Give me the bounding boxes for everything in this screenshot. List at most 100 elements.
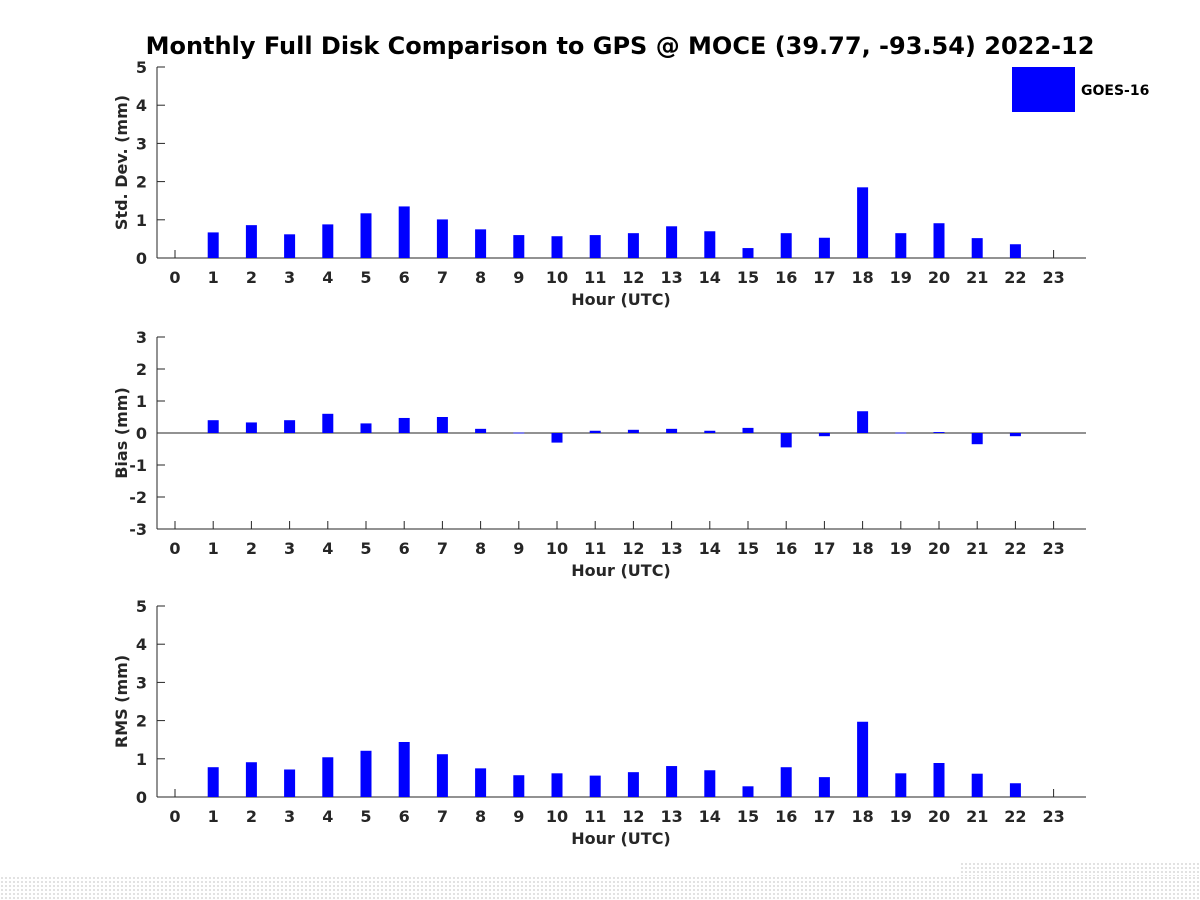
bar-hour-9 <box>513 235 525 258</box>
bar-hour-11 <box>589 235 601 258</box>
x-tick-label: 20 <box>928 539 950 558</box>
footer-dot-pattern <box>0 876 1200 900</box>
bar-hour-17 <box>818 433 830 437</box>
x-axis-label: Hour (UTC) <box>571 290 671 309</box>
bar-hour-18 <box>857 411 869 433</box>
bar-hour-4 <box>322 224 334 258</box>
bar-hour-8 <box>475 229 487 258</box>
bar-hour-19 <box>895 233 907 258</box>
x-tick-label: 11 <box>584 539 606 558</box>
y-tick-label: -1 <box>129 456 147 475</box>
x-tick-label: 0 <box>169 539 180 558</box>
bar-hour-2 <box>245 225 257 258</box>
x-tick-label: 10 <box>546 807 568 826</box>
bar-hour-8 <box>475 428 487 433</box>
x-tick-label: 8 <box>475 268 486 287</box>
x-tick-label: 10 <box>546 539 568 558</box>
y-tick-label: 0 <box>136 788 147 807</box>
bar-hour-22 <box>1009 783 1021 797</box>
x-tick-label: 20 <box>928 807 950 826</box>
x-tick-label: 19 <box>890 539 912 558</box>
bar-hour-13 <box>666 226 678 258</box>
y-tick-label: 0 <box>136 249 147 268</box>
x-tick-label: 11 <box>584 268 606 287</box>
bar-hour-4 <box>322 757 334 797</box>
x-tick-label: 8 <box>475 807 486 826</box>
bar-hour-3 <box>284 420 296 433</box>
bar-hour-3 <box>284 234 296 258</box>
bar-hour-15 <box>742 427 754 433</box>
bar-hour-18 <box>857 721 869 797</box>
legend: GOES-16 <box>1012 67 1149 112</box>
bar-hour-5 <box>360 213 372 258</box>
bar-hour-11 <box>589 775 601 797</box>
bar-hour-1 <box>207 420 219 433</box>
bar-hour-20 <box>933 223 945 258</box>
x-tick-label: 17 <box>813 539 835 558</box>
x-tick-label: 2 <box>246 807 257 826</box>
x-tick-label: 1 <box>208 807 219 826</box>
bar-hour-19 <box>895 432 907 434</box>
bar-hour-14 <box>704 430 716 433</box>
bar-hour-18 <box>857 187 869 258</box>
y-tick-label: 1 <box>136 211 147 230</box>
x-tick-label: 17 <box>813 268 835 287</box>
bar-hour-6 <box>398 741 410 797</box>
x-tick-label: 15 <box>737 268 759 287</box>
y-tick-label: 3 <box>136 328 147 347</box>
x-tick-label: 3 <box>284 807 295 826</box>
bar-hour-17 <box>818 237 830 258</box>
bar-hour-9 <box>513 432 525 434</box>
x-tick-label: 7 <box>437 268 448 287</box>
bar-hour-16 <box>780 433 792 448</box>
y-axis-label: Bias (mm) <box>112 387 131 479</box>
x-tick-label: 2 <box>246 539 257 558</box>
bar-hour-2 <box>245 762 257 797</box>
footer-dot-pattern-right <box>960 862 1200 876</box>
x-tick-label: 23 <box>1042 268 1064 287</box>
bar-hour-16 <box>780 767 792 797</box>
x-tick-label: 18 <box>851 539 873 558</box>
bar-hour-10 <box>551 236 563 258</box>
bar-hour-1 <box>207 232 219 258</box>
x-tick-label: 14 <box>699 268 721 287</box>
x-tick-label: 14 <box>699 539 721 558</box>
bar-hour-14 <box>704 231 716 258</box>
bar-hour-13 <box>666 766 678 797</box>
x-tick-label: 15 <box>737 807 759 826</box>
bar-hour-2 <box>245 422 257 433</box>
x-tick-label: 9 <box>513 539 524 558</box>
y-tick-label: 1 <box>136 392 147 411</box>
x-tick-label: 1 <box>208 268 219 287</box>
x-tick-label: 12 <box>622 268 644 287</box>
bar-hour-21 <box>971 773 983 797</box>
y-tick-label: 5 <box>136 597 147 616</box>
bar-hour-10 <box>551 773 563 797</box>
x-tick-label: 13 <box>660 268 682 287</box>
y-axis-label: Std. Dev. (mm) <box>112 95 131 230</box>
x-tick-label: 22 <box>1004 539 1026 558</box>
x-tick-label: 10 <box>546 268 568 287</box>
x-tick-label: 7 <box>437 539 448 558</box>
x-tick-label: 22 <box>1004 268 1026 287</box>
x-tick-label: 4 <box>322 807 333 826</box>
bar-hour-15 <box>742 248 754 258</box>
bar-hour-9 <box>513 775 525 797</box>
x-tick-label: 21 <box>966 539 988 558</box>
x-tick-label: 23 <box>1042 539 1064 558</box>
x-tick-label: 23 <box>1042 807 1064 826</box>
x-tick-label: 3 <box>284 268 295 287</box>
x-tick-label: 4 <box>322 268 333 287</box>
x-tick-label: 7 <box>437 807 448 826</box>
x-tick-label: 15 <box>737 539 759 558</box>
y-tick-label: 3 <box>136 673 147 692</box>
bar-hour-5 <box>360 423 372 433</box>
x-tick-label: 13 <box>660 807 682 826</box>
x-tick-label: 20 <box>928 268 950 287</box>
bar-hour-3 <box>284 769 296 797</box>
x-tick-label: 16 <box>775 539 797 558</box>
x-tick-label: 21 <box>966 268 988 287</box>
